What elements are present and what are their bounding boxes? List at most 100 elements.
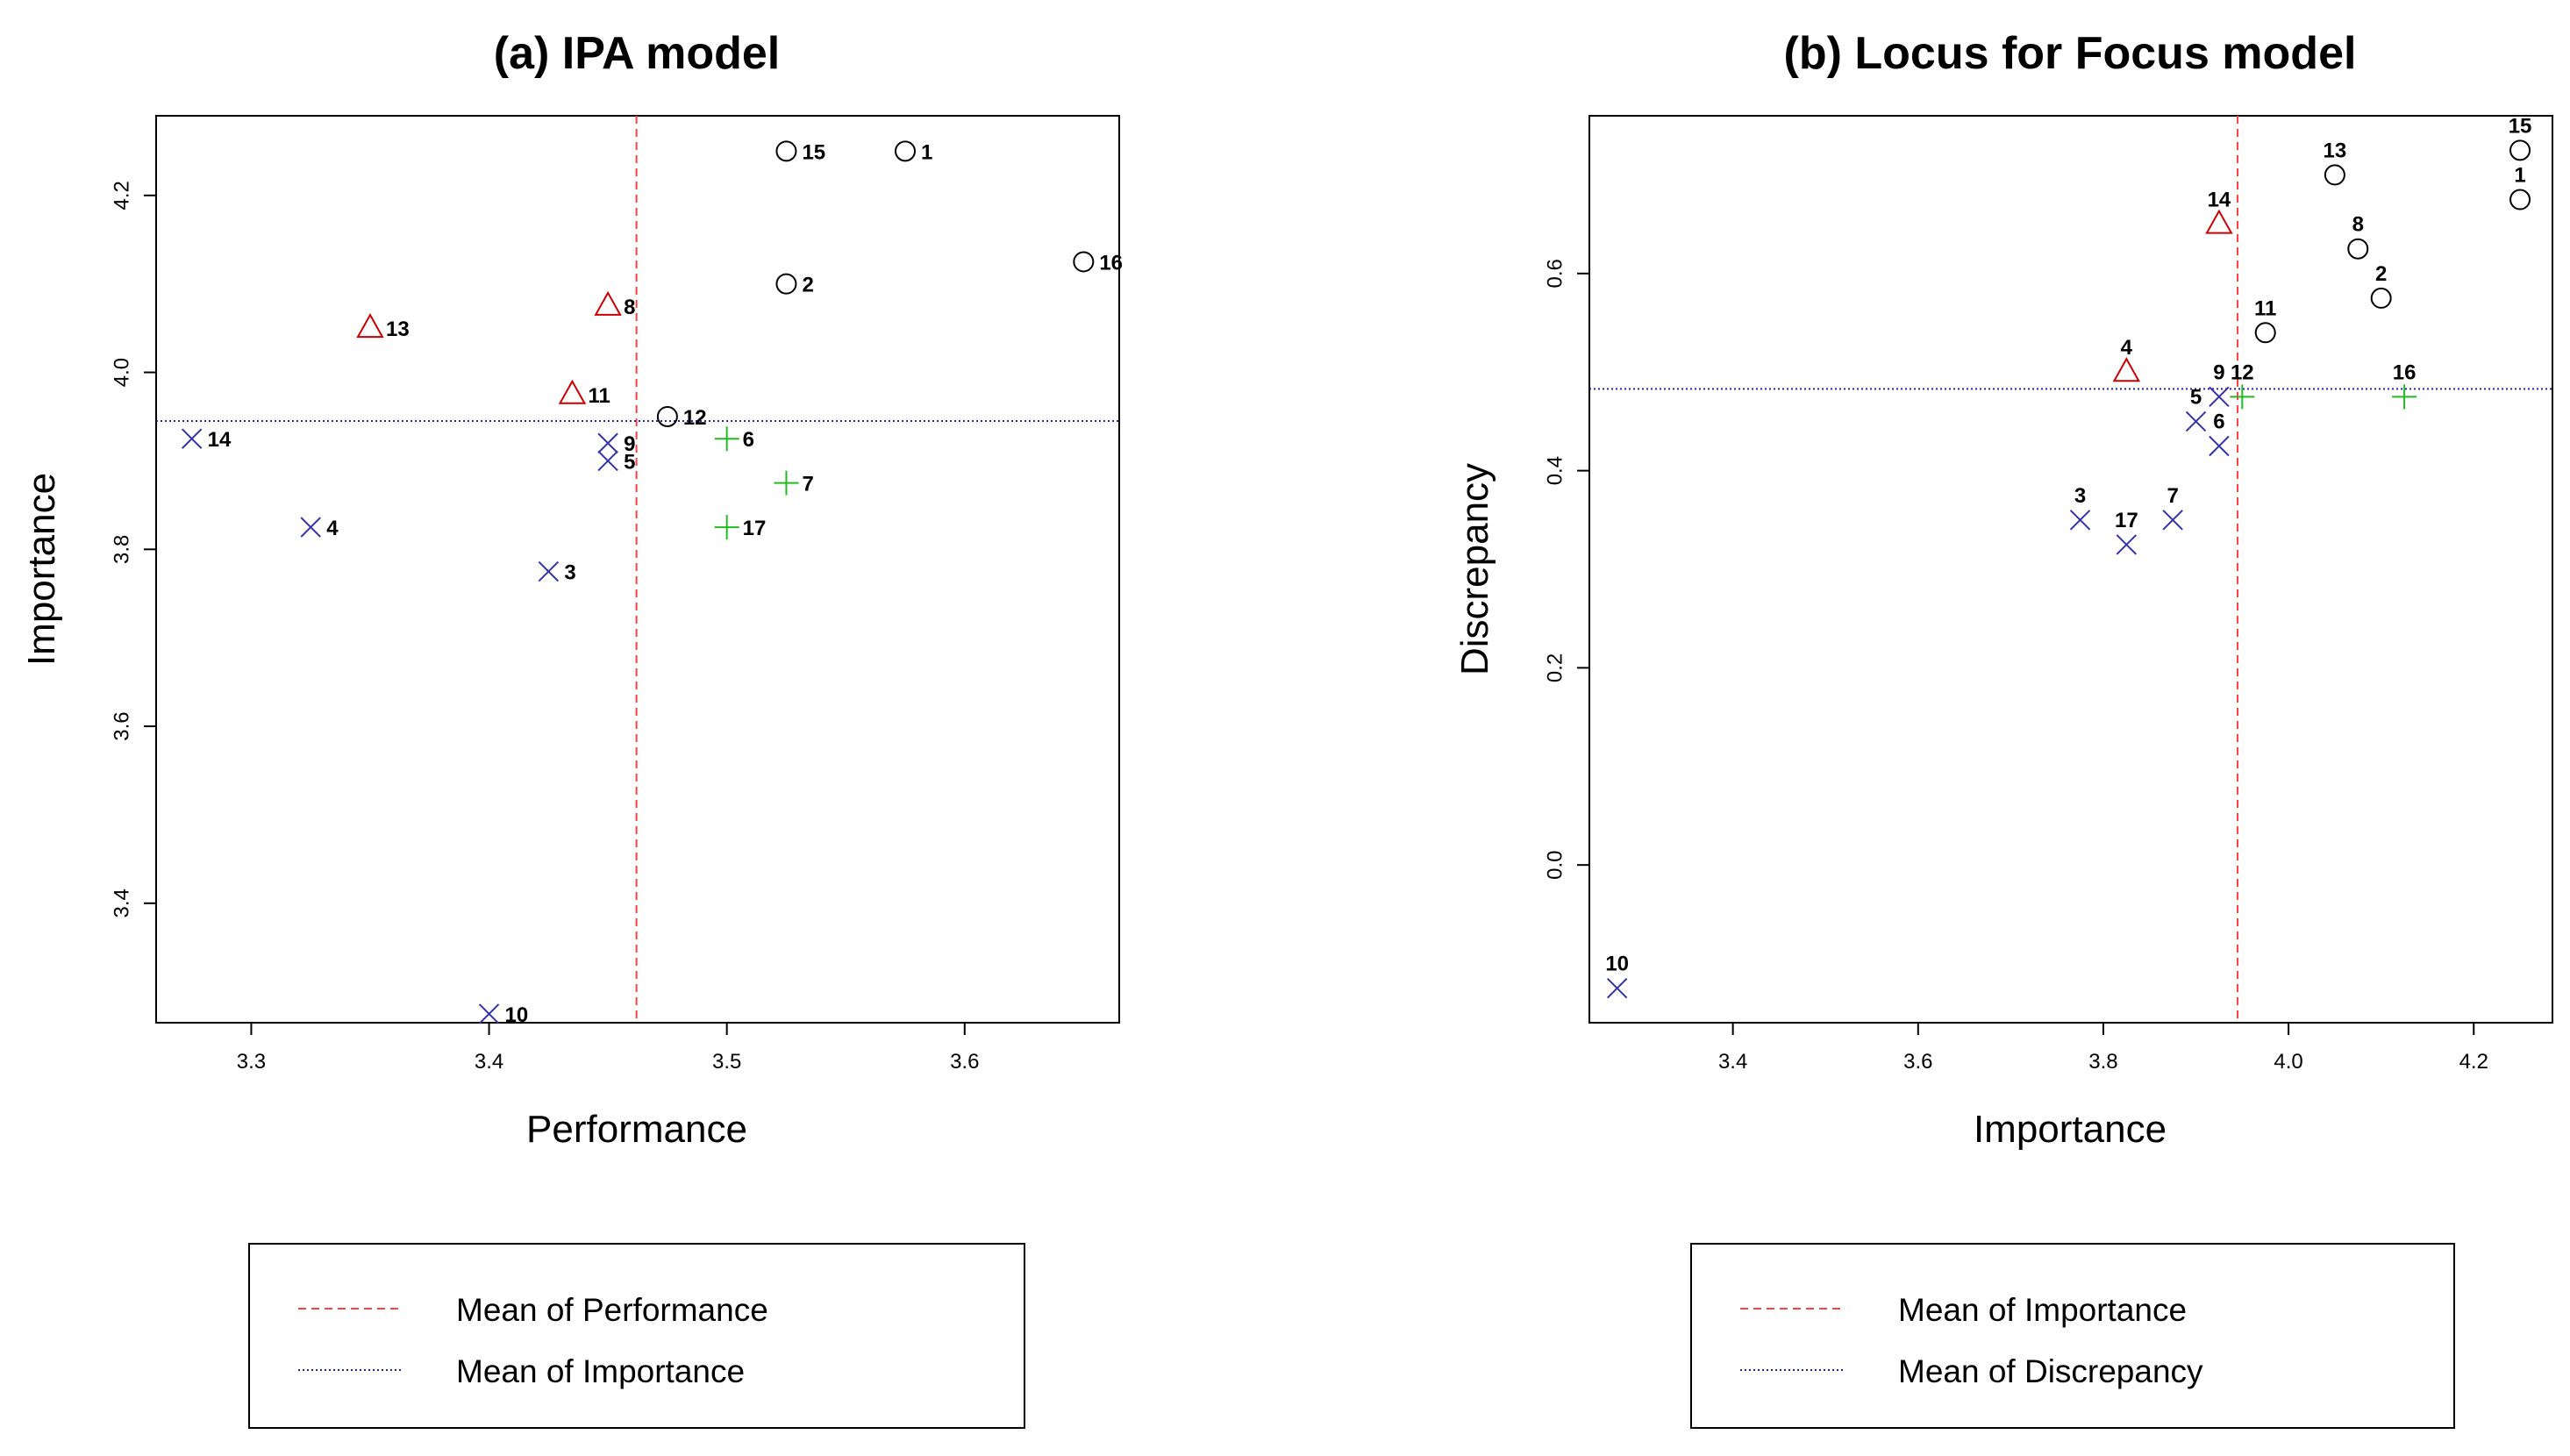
point-label: 7 [802,473,813,496]
panel-ipa-model: (a) IPA model 3.3 3.4 3.5 3.6 3.4 3.6 3.8 4.0 4.… [20,28,1123,1429]
point-label: 6 [743,428,754,452]
marker-triangle [356,313,384,339]
data-point-5: 5 [597,450,635,474]
point-label: 17 [2115,509,2138,532]
y-tick-label: 0.4 [1543,456,1567,485]
y-tick-label: 3.6 [110,711,133,740]
data-point-17: 17 [714,515,767,540]
point-label: 11 [2254,296,2276,320]
marker-triangle [2205,209,2233,234]
x-tick-label: 3.6 [1903,1050,1932,1074]
x-tick-label: 4.2 [2459,1050,2488,1074]
data-point-10: 10 [1605,953,1629,999]
marker-circle [2254,322,2276,344]
data-point-4: 4 [2112,336,2141,382]
marker-x [2116,534,2138,555]
data-point-15: 15 [2509,114,2532,161]
data-point-8: 8 [2347,213,2369,260]
data-point-12: 12 [656,405,707,430]
marker-x [181,428,203,449]
point-label: 1 [2514,164,2525,188]
data-point-3: 3 [2069,484,2091,531]
x-tick-label: 3.4 [1718,1050,1747,1074]
legend-a: Mean of Performance Mean of Importance [248,1243,1025,1429]
point-label: 5 [624,450,635,474]
marker-x [538,560,560,582]
data-point-10: 10 [478,1003,528,1027]
marker-circle [2509,189,2531,211]
data-point-9: 9 [2209,360,2230,408]
data-point-7: 7 [774,470,814,496]
plot-frame-a [155,115,1120,1024]
data-point-15: 15 [775,140,825,164]
legend-label-mean-performance: Mean of Performance [456,1292,768,1328]
point-label: 4 [2121,336,2133,360]
point-label: 8 [624,296,635,319]
marker-plus [714,426,739,452]
marker-triangle [2112,357,2141,382]
marker-plus [2230,384,2255,410]
point-label: 5 [2190,385,2202,409]
marker-plus [2392,384,2417,410]
data-point-17: 17 [2115,509,2138,555]
y-axis-label-b: Discrepancy [1453,463,1496,675]
point-label: 16 [1099,251,1123,275]
marker-circle [775,140,797,162]
y-axis-label-a: Importance [20,473,63,666]
point-label: 7 [2167,484,2178,508]
x-tick-label: 3.6 [950,1050,979,1074]
point-label: 9 [2213,360,2224,384]
point-label: 4 [326,517,339,540]
data-point-4: 4 [300,517,339,540]
x-tick-label: 3.3 [237,1050,266,1074]
point-label: 9 [624,432,635,456]
x-tick-label: 3.8 [2088,1050,2117,1074]
data-point-6: 6 [2209,410,2230,457]
point-label: 14 [208,428,232,452]
y-tick-label: 3.4 [110,889,133,917]
y-tick-label: 0.2 [1543,653,1567,682]
marker-circle [2324,164,2345,186]
x-axis-label-b: Importance [1974,1108,2167,1151]
data-point-13: 13 [356,313,410,341]
panel-locus-for-focus-model: (b) Locus for Focus model 3.4 3.6 3.8 4.0 4.… [1453,28,2553,1429]
data-point-13: 13 [2324,139,2346,186]
data-point-12: 12 [2230,360,2255,410]
point-label: 2 [2375,262,2387,286]
marker-circle [895,140,916,162]
plot-frame-b [1588,115,2553,1024]
legend-label-mean-discrepancy: Mean of Discrepancy [1898,1353,2203,1389]
marker-triangle [594,290,622,316]
marker-x [2209,435,2230,457]
data-point-2: 2 [775,273,814,297]
data-point-2: 2 [2370,262,2392,309]
point-label: 3 [2074,484,2086,508]
point-label: 17 [743,517,767,540]
marker-x [2209,386,2230,408]
legend-box-b [1690,1243,2455,1429]
chart-title-a: (a) IPA model [494,28,780,79]
data-point-1: 1 [2509,164,2531,211]
legend-b: Mean of Importance Mean of Discrepancy [1690,1243,2455,1429]
data-point-5: 5 [2185,385,2207,432]
data-point-11: 11 [2254,296,2276,344]
point-label: 16 [2393,360,2417,384]
data-point-1: 1 [895,140,932,164]
data-point-8: 8 [594,290,635,319]
marker-x [1606,977,1628,999]
marker-circle [775,273,797,295]
point-label: 8 [2352,213,2364,237]
point-label: 12 [683,406,707,430]
x-tick-label: 4.0 [2274,1050,2302,1074]
data-point-14: 14 [2205,189,2233,234]
point-label: 1 [921,140,932,164]
data-point-16: 16 [2392,360,2417,410]
point-label: 15 [2509,114,2532,138]
point-label: 3 [564,561,575,585]
chart-title-b: (b) Locus for Focus model [1784,28,2357,79]
point-label: 15 [802,140,825,164]
marker-triangle [558,379,587,404]
marker-plus [714,515,739,540]
data-point-3: 3 [538,560,576,585]
